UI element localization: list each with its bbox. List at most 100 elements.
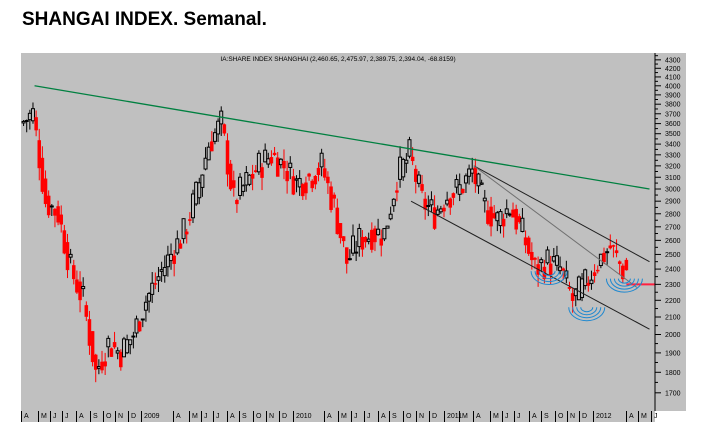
arc-marker-bottom-3 (605, 278, 643, 293)
candle-body-up (580, 278, 585, 298)
candle-body-down (46, 195, 51, 216)
candle-body-up (454, 179, 459, 188)
candle-body-down (332, 194, 336, 199)
candle-body-down (269, 157, 274, 164)
candle-body-up (134, 318, 139, 334)
x-tick-label: N (567, 411, 575, 422)
candle-body-down (338, 223, 343, 239)
candle-body-down (304, 182, 308, 194)
candle-body-up (49, 205, 54, 208)
arc-marker-bottom-3 (617, 278, 631, 284)
candle-body-up (382, 228, 387, 240)
candle-body-down (486, 210, 490, 224)
arc-marker-bottom-2 (572, 307, 602, 319)
candle-body-up (30, 108, 35, 122)
candle-body-up (203, 157, 208, 170)
x-tick-label: D (279, 411, 287, 422)
candle-body-down (87, 319, 92, 346)
candle-body-up (150, 282, 155, 295)
candle-body-up (21, 120, 26, 124)
candle-body-down (414, 168, 418, 182)
candle-body-up (165, 254, 170, 268)
candle-body-down (59, 214, 63, 225)
x-tick-label: O (403, 411, 411, 422)
candle-body-down (100, 361, 104, 371)
x-tick-label: J (50, 411, 57, 422)
candle-body-down (93, 354, 98, 370)
candle-body-up (131, 335, 136, 338)
candle-body-down (307, 173, 311, 177)
candle-body-down (232, 180, 236, 188)
candle-body-down (624, 259, 629, 271)
y-tick-label: 2200 (665, 298, 681, 305)
candle-body-down (235, 200, 239, 205)
arc-marker-bottom-1 (530, 271, 568, 286)
candle-body-up (398, 156, 403, 180)
candle-body-down (533, 257, 537, 260)
candle-body-down (285, 170, 289, 182)
x-tick-label: J (502, 411, 509, 422)
candle-body-down (473, 167, 478, 185)
candle-body-up (169, 253, 174, 262)
candle-body-up (115, 350, 120, 354)
x-tick-label: S (239, 411, 247, 422)
candle-body-down (501, 218, 506, 227)
candle-body-up (244, 172, 249, 186)
arc-marker-bottom-3 (609, 278, 639, 290)
x-tick-label: A (324, 411, 332, 422)
candle-body-down (37, 140, 42, 169)
candle-body-down (222, 124, 227, 134)
candle-body-down (592, 272, 597, 276)
candle-body-down (511, 209, 515, 218)
candle-body-down (313, 176, 318, 185)
y-tick-label: 3000 (665, 187, 681, 194)
candle-body-up (366, 238, 371, 242)
x-tick-label: A (529, 411, 537, 422)
candle-body-down (492, 213, 496, 219)
candle-body-up (27, 112, 32, 121)
x-tick-label: D (128, 411, 136, 422)
candle-body-down (451, 193, 456, 198)
x-tick-label: 2011 (444, 411, 462, 422)
candle-body-down (326, 176, 330, 184)
candle-body-down (188, 219, 192, 221)
x-tick-label: A (173, 411, 181, 422)
y-tick-label: 2800 (665, 211, 681, 218)
y-tick-label: 2700 (665, 224, 681, 231)
candle-body-down (178, 243, 183, 249)
candle-body-up (81, 286, 86, 290)
candle-body-down (526, 237, 531, 254)
candle-body-up (288, 162, 293, 168)
x-tick-label: S (90, 411, 98, 422)
candle-body-up (467, 168, 472, 177)
candle-body-down (614, 250, 619, 254)
x-tick-label: O (555, 411, 563, 422)
candle-body-up (197, 182, 202, 199)
candle-body-down (137, 321, 142, 332)
y-tick-label: 4200 (665, 66, 681, 73)
candle-body-down (341, 236, 346, 242)
x-tick-label: A (626, 411, 634, 422)
y-tick-label: 2000 (665, 332, 681, 339)
candle-body-down (84, 305, 89, 317)
trendline-channel-lower (410, 200, 650, 330)
candle-body-down (370, 229, 374, 250)
y-tick-label: 2300 (665, 282, 681, 289)
x-tick-label: M (338, 411, 347, 422)
candle-body-up (445, 199, 450, 205)
x-tick-label: S (389, 411, 397, 422)
x-tick-label: M (490, 411, 499, 422)
candle-body-down (523, 237, 528, 246)
x-tick-label: M (459, 411, 468, 422)
candle-body-down (360, 236, 365, 250)
candle-body-down (172, 255, 176, 264)
candle-body-up (266, 158, 271, 165)
x-tick-label: J (651, 411, 658, 422)
arc-marker-bottom-1 (542, 270, 556, 277)
candle-body-up (68, 253, 73, 258)
candle-body-up (558, 266, 563, 272)
candle-body-up (256, 152, 261, 173)
candle-body-up (376, 228, 381, 236)
candle-body-down (621, 265, 625, 280)
candle-body-down (72, 265, 76, 280)
